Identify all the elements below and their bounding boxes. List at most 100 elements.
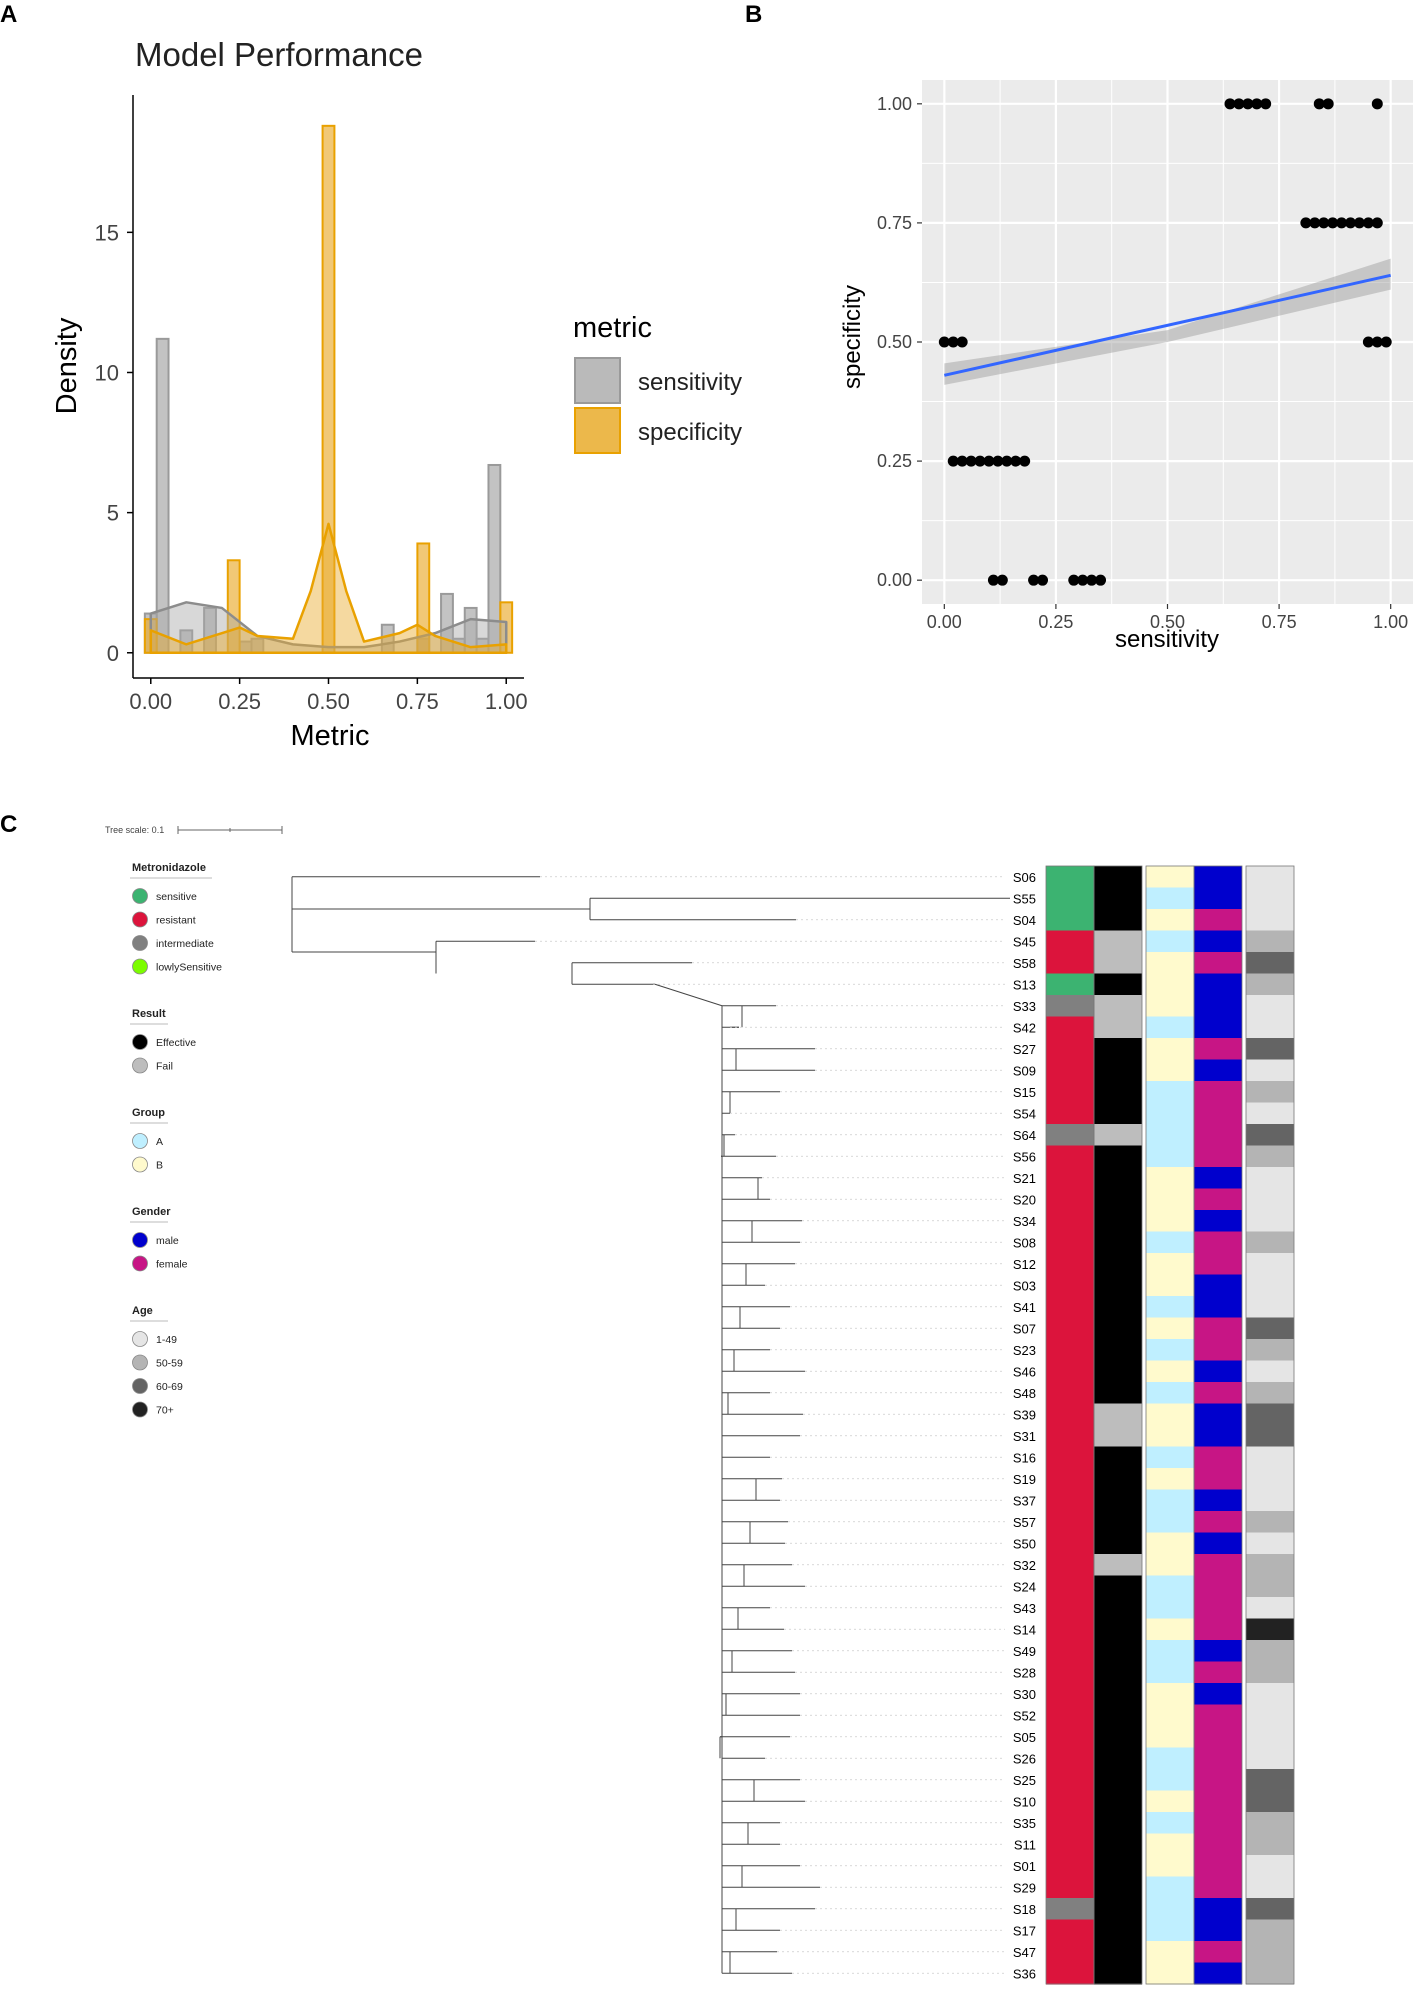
cell-S33-Age	[1246, 995, 1294, 1018]
cell-S25-Metronidazole	[1046, 1769, 1094, 1792]
sample-label-S36: S36	[1013, 1966, 1036, 1981]
column-border-Result	[1093, 865, 1143, 1985]
cell-S23-Result	[1094, 1339, 1142, 1362]
cell-S15-Age	[1246, 1081, 1294, 1104]
cell-S14-Gender	[1194, 1618, 1242, 1641]
x-tick-label: 0.75	[1262, 612, 1297, 632]
cell-S32-Metronidazole	[1046, 1554, 1094, 1577]
cell-S04-Gender	[1194, 909, 1242, 932]
cell-S18-Group	[1146, 1898, 1194, 1921]
cell-S54-Gender	[1194, 1102, 1242, 1125]
scatter-point-3	[947, 455, 959, 467]
cell-S16-Age	[1246, 1446, 1294, 1469]
cell-S27-Gender	[1194, 1038, 1242, 1061]
legend-title: Age	[132, 1305, 153, 1317]
scatter-point-23	[1251, 98, 1263, 110]
legend-label: sensitive	[156, 891, 197, 903]
cell-S45-Result	[1094, 930, 1142, 953]
cell-S31-Metronidazole	[1046, 1425, 1094, 1448]
y-tick-label: 5	[107, 501, 119, 526]
cell-S04-Result	[1094, 909, 1142, 932]
cell-S19-Group	[1146, 1468, 1194, 1491]
cell-S28-Gender	[1194, 1661, 1242, 1684]
legend-title: Metronidazole	[132, 862, 206, 874]
scatter-point-17	[1077, 574, 1089, 586]
sample-label-S15: S15	[1013, 1085, 1036, 1100]
column-border-Gender	[1193, 865, 1243, 1985]
cell-S14-Result	[1094, 1618, 1142, 1641]
cell-S43-Metronidazole	[1046, 1597, 1094, 1620]
legend-label: female	[156, 1259, 188, 1271]
cell-S28-Result	[1094, 1661, 1142, 1684]
scatter-point-15	[1037, 574, 1049, 586]
cell-S26-Group	[1146, 1747, 1194, 1770]
cell-S37-Group	[1146, 1489, 1194, 1512]
sample-label-S29: S29	[1013, 1880, 1036, 1895]
cell-S39-Result	[1094, 1403, 1142, 1426]
cell-S57-Age	[1246, 1511, 1294, 1534]
scatter-point-14	[1028, 574, 1040, 586]
scatter-point-7	[983, 455, 995, 467]
sample-label-S45: S45	[1013, 934, 1036, 949]
scatter-point-21	[1233, 98, 1245, 110]
cell-S57-Group	[1146, 1511, 1194, 1534]
panel-a-x-label: Metric	[291, 720, 370, 752]
cell-S25-Group	[1146, 1769, 1194, 1792]
cell-S06-Result	[1094, 866, 1142, 889]
legend-label: male	[156, 1235, 179, 1247]
cell-S14-Metronidazole	[1046, 1618, 1094, 1641]
cell-S01-Gender	[1194, 1855, 1242, 1878]
scatter-point-34	[1353, 217, 1365, 229]
cell-S47-Age	[1246, 1941, 1294, 1964]
cell-S55-Metronidazole	[1046, 887, 1094, 910]
cell-S23-Metronidazole	[1046, 1339, 1094, 1362]
sample-label-S56: S56	[1013, 1149, 1036, 1164]
cell-S32-Age	[1246, 1554, 1294, 1577]
y-tick-label: 0.50	[877, 332, 912, 352]
y-tick-label: 0.00	[877, 570, 912, 590]
legend-swatch-sensitive	[132, 888, 148, 904]
legend-label: 1-49	[156, 1334, 177, 1346]
cell-S41-Age	[1246, 1296, 1294, 1319]
cell-S31-Result	[1094, 1425, 1142, 1448]
cell-S19-Gender	[1194, 1468, 1242, 1491]
scatter-point-10	[1010, 455, 1022, 467]
sample-label-S07: S07	[1013, 1321, 1036, 1336]
cell-S14-Group	[1146, 1618, 1194, 1641]
cell-S16-Result	[1094, 1446, 1142, 1469]
sample-label-S57: S57	[1013, 1515, 1036, 1530]
cell-S49-Metronidazole	[1046, 1640, 1094, 1663]
scatter-point-33	[1345, 217, 1357, 229]
column-border-Age	[1245, 865, 1295, 1985]
cell-S64-Age	[1246, 1124, 1294, 1147]
legend-swatch-intermediate	[132, 935, 148, 951]
legend-swatch-group_a	[132, 1133, 148, 1149]
cell-S58-Age	[1246, 952, 1294, 975]
cell-S29-Result	[1094, 1876, 1142, 1899]
cell-S17-Group	[1146, 1919, 1194, 1942]
scatter-point-28	[1300, 217, 1312, 229]
sample-label-S10: S10	[1013, 1794, 1036, 1809]
cell-S24-Metronidazole	[1046, 1575, 1094, 1598]
cell-S09-Gender	[1194, 1059, 1242, 1082]
cell-S05-Result	[1094, 1726, 1142, 1749]
cell-S26-Metronidazole	[1046, 1747, 1094, 1770]
cell-S29-Group	[1146, 1876, 1194, 1899]
cell-S46-Gender	[1194, 1360, 1242, 1383]
sample-label-S27: S27	[1013, 1042, 1036, 1057]
cell-S41-Group	[1146, 1296, 1194, 1319]
legend-label: 50-59	[156, 1358, 183, 1370]
sample-label-S05: S05	[1013, 1730, 1036, 1745]
cell-S49-Gender	[1194, 1640, 1242, 1663]
panel-b-y-ticks: 0.00 0.25 0.50 0.75 1.00	[877, 94, 922, 590]
cell-S30-Gender	[1194, 1683, 1242, 1706]
scatter-point-32	[1336, 217, 1348, 229]
sample-label-S09: S09	[1013, 1063, 1036, 1078]
sample-label-S46: S46	[1013, 1364, 1036, 1379]
cell-S17-Age	[1246, 1919, 1294, 1942]
x-tick-label: 0.75	[396, 689, 439, 714]
sample-label-S26: S26	[1013, 1751, 1036, 1766]
sample-label-S47: S47	[1013, 1945, 1036, 1960]
scatter-point-8	[992, 455, 1004, 467]
cell-S42-Result	[1094, 1016, 1142, 1039]
